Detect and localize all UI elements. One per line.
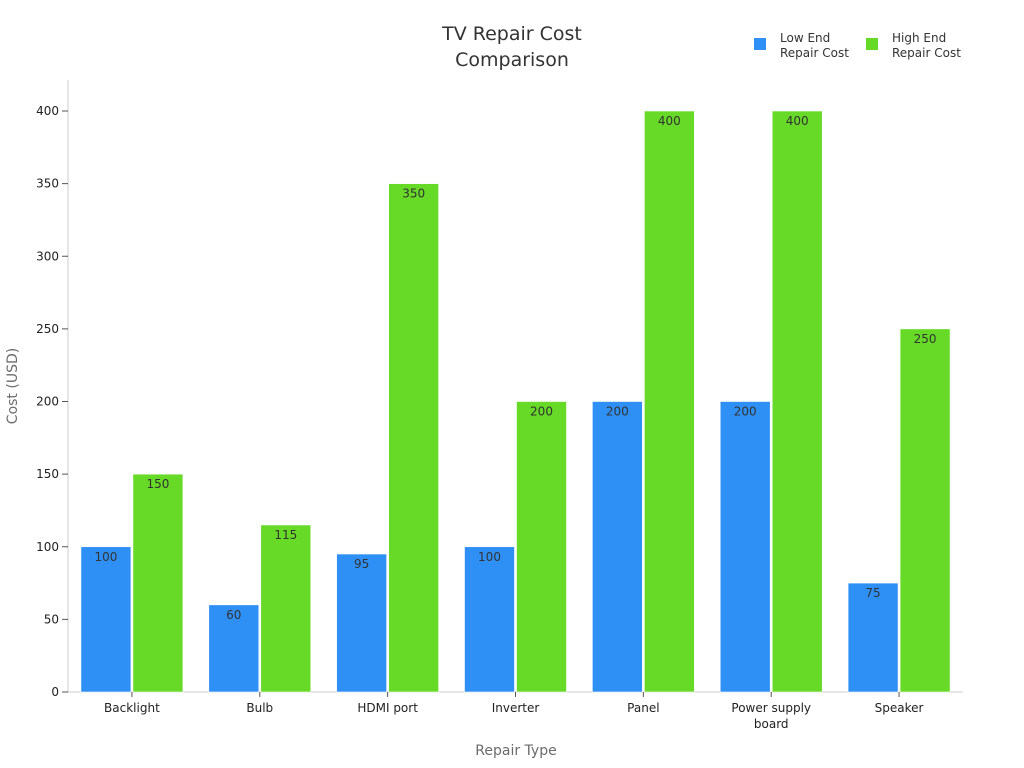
data-label: 95 xyxy=(354,557,369,571)
axes: 0 50 100 150 200 250 300 350 400 Backlight Bulb HDM… xyxy=(36,80,963,731)
data-labels: 100 150 60 115 95 350 100 200 200 400 200 400 75 250 xyxy=(94,114,936,622)
x-tick-label: Bulb xyxy=(246,701,273,715)
chart-title-line: TV Repair Cost xyxy=(441,23,582,45)
data-label: 150 xyxy=(146,477,169,491)
chart-title-line: Comparison xyxy=(455,49,569,71)
bars xyxy=(80,110,951,693)
bar-low-end xyxy=(719,401,771,693)
bar-high-end xyxy=(644,110,695,693)
bar-low-end xyxy=(464,546,515,693)
data-label: 400 xyxy=(658,114,681,128)
y-tick-label: 400 xyxy=(36,104,59,118)
bar-low-end xyxy=(847,582,899,693)
legend-label: High End xyxy=(892,31,946,45)
data-label: 100 xyxy=(94,550,117,564)
x-tick-label: Power supply xyxy=(731,701,811,715)
x-axis-label: Repair Type xyxy=(475,743,556,759)
y-tick-label: 200 xyxy=(36,395,59,409)
y-tick-label: 100 xyxy=(36,540,59,554)
data-label: 115 xyxy=(274,528,297,542)
x-tick-label: board xyxy=(754,717,789,731)
y-tick-label: 300 xyxy=(36,249,59,263)
x-tick-label: Panel xyxy=(627,701,659,715)
bar-low-end xyxy=(336,553,387,693)
bar-low-end xyxy=(592,401,643,693)
legend-label: Repair Cost xyxy=(892,46,961,60)
x-tick-label: Speaker xyxy=(875,701,924,715)
data-label: 200 xyxy=(530,405,553,419)
data-label: 350 xyxy=(402,187,425,201)
y-tick-label: 250 xyxy=(36,322,59,336)
data-label: 75 xyxy=(865,586,880,600)
bar-low-end xyxy=(208,604,260,693)
bar-high-end xyxy=(899,328,951,693)
legend-label: Repair Cost xyxy=(780,46,849,60)
x-tick-label: HDMI port xyxy=(357,701,418,715)
data-label: 100 xyxy=(478,550,501,564)
legend-swatch xyxy=(866,38,878,50)
y-axis-label: Cost (USD) xyxy=(5,348,21,424)
bar-high-end xyxy=(516,401,567,693)
bar-high-end xyxy=(388,183,439,693)
data-label: 400 xyxy=(786,114,809,128)
y-tick-label: 50 xyxy=(44,612,59,626)
bar-low-end xyxy=(80,546,132,693)
bar-high-end xyxy=(771,110,823,693)
bar-high-end xyxy=(260,524,312,693)
data-label: 200 xyxy=(606,405,629,419)
x-tick-label: Backlight xyxy=(104,701,160,715)
x-tick-label: Inverter xyxy=(492,701,540,715)
chart-title: TV Repair Cost Comparison xyxy=(441,23,582,71)
y-tick-label: 350 xyxy=(36,177,59,191)
data-label: 200 xyxy=(734,405,757,419)
legend-swatch xyxy=(754,38,766,50)
data-label: 60 xyxy=(226,608,241,622)
bar-high-end xyxy=(132,473,184,693)
y-tick-label: 0 xyxy=(51,685,59,699)
data-label: 250 xyxy=(914,332,937,346)
y-tick-label: 150 xyxy=(36,467,59,481)
legend-label: Low End xyxy=(780,31,830,45)
